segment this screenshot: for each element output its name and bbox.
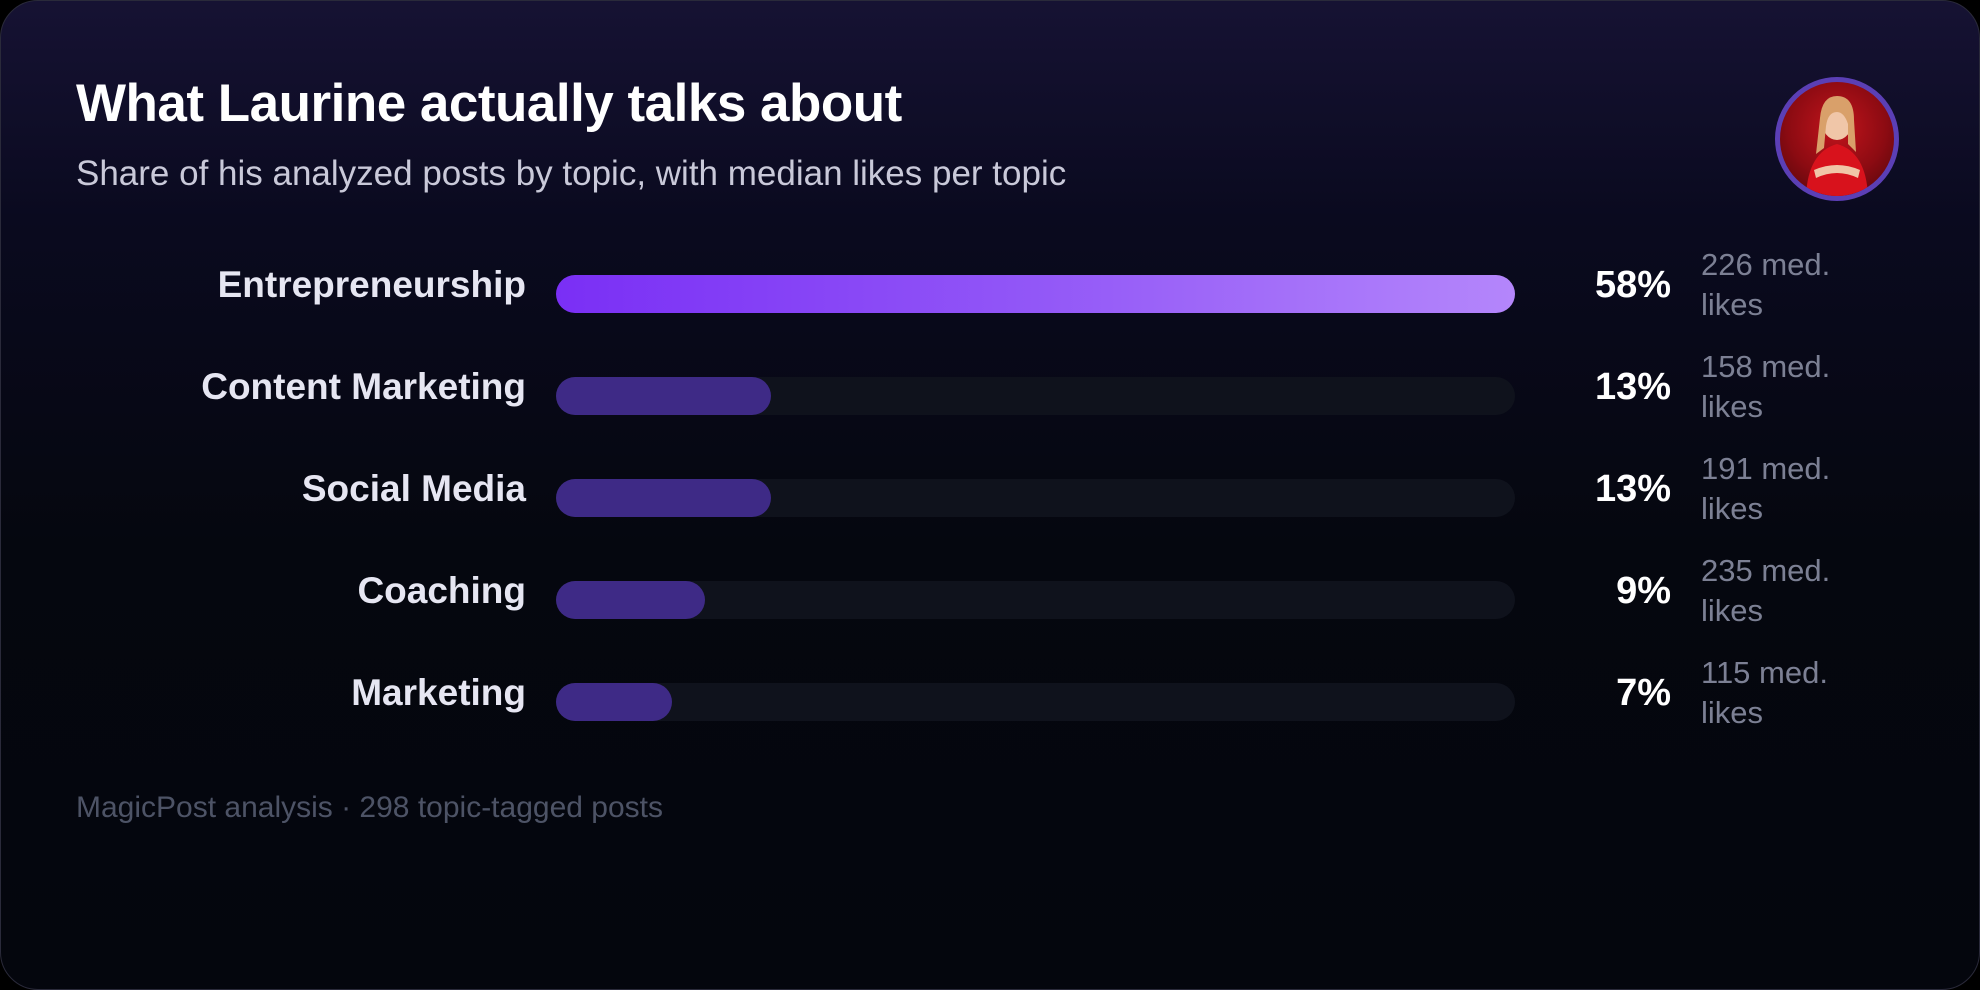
percent-label: 9% [1616, 570, 1671, 612]
bar-track [556, 683, 1515, 721]
bar-row: Marketing 7% 115 med. likes [1, 655, 1979, 730]
percent-label: 13% [1594, 468, 1671, 510]
bar [556, 479, 771, 517]
category-label: Marketing [351, 672, 526, 713]
bar [556, 275, 1515, 313]
percent-label: 13% [1594, 366, 1671, 408]
source-footnote: MagicPost analysis · 298 topic-tagged po… [76, 791, 663, 824]
median-likes-label: 226 med. likes [1701, 247, 1831, 322]
percent-label: 58% [1594, 264, 1671, 306]
bar-row: Social Media 13% 191 med. likes [1, 451, 1979, 526]
percent-label: 7% [1616, 672, 1671, 714]
category-label: Content Marketing [201, 366, 526, 407]
median-likes-label: 115 med. likes [1701, 655, 1828, 730]
bar [556, 683, 672, 721]
bar-track [556, 377, 1515, 415]
bar [556, 581, 705, 619]
median-likes-label: 191 med. likes [1701, 451, 1831, 526]
bar [556, 377, 771, 415]
profile-photo-icon [1806, 96, 1868, 196]
bar-row: Content Marketing 13% 158 med. likes [1, 349, 1979, 424]
chart-subtitle: Share of his analyzed posts by topic, wi… [76, 154, 1067, 193]
bar-track [556, 275, 1515, 313]
bar-row: Coaching 9% 235 med. likes [1, 553, 1979, 628]
median-likes-label: 235 med. likes [1701, 553, 1831, 628]
bar-track [556, 479, 1515, 517]
category-label: Coaching [357, 570, 526, 611]
avatar [1775, 77, 1899, 201]
median-likes-label: 158 med. likes [1701, 349, 1831, 424]
bar-track [556, 581, 1515, 619]
bar-row: Entrepreneurship 58% 226 med. likes [1, 247, 1979, 322]
chart-title: What Laurine actually talks about [76, 74, 902, 133]
category-label: Social Media [301, 468, 526, 509]
category-label: Entrepreneurship [217, 264, 526, 305]
